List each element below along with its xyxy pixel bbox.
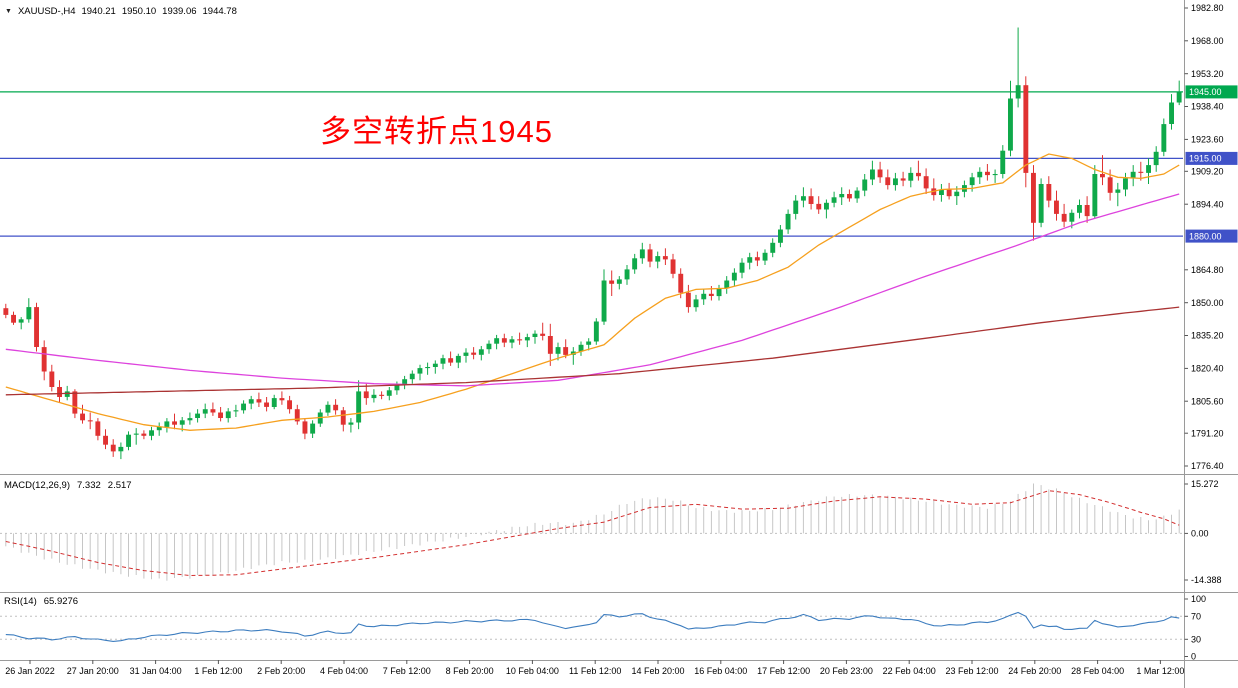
rsi-pane (0, 611, 1183, 642)
svg-text:1953.20: 1953.20 (1191, 69, 1224, 79)
svg-text:1776.40: 1776.40 (1191, 461, 1224, 471)
main-price-pane (0, 27, 1183, 460)
svg-text:30: 30 (1191, 635, 1201, 645)
svg-text:8 Feb 20:00: 8 Feb 20:00 (446, 666, 494, 676)
svg-text:27 Jan 20:00: 27 Jan 20:00 (67, 666, 119, 676)
svg-text:1968.00: 1968.00 (1191, 36, 1224, 46)
ma-fast-line (5, 153, 1180, 431)
annotation-text: 多空转折点1945 (320, 114, 553, 149)
macd-name-label: MACD(12,26,9) (4, 480, 70, 491)
svg-text:17 Feb 12:00: 17 Feb 12:00 (757, 666, 810, 676)
svg-text:1850.00: 1850.00 (1191, 298, 1224, 308)
svg-text:1864.80: 1864.80 (1191, 265, 1224, 275)
svg-text:1945.00: 1945.00 (1189, 87, 1222, 97)
svg-text:16 Feb 04:00: 16 Feb 04:00 (694, 666, 747, 676)
rsi-value: 65.9276 (43, 596, 79, 607)
svg-text:22 Feb 04:00: 22 Feb 04:00 (883, 666, 936, 676)
svg-text:1915.00: 1915.00 (1189, 154, 1222, 164)
svg-text:0: 0 (1191, 652, 1196, 662)
svg-text:1982.80: 1982.80 (1191, 3, 1224, 13)
macd-readout: MACD(12,26,9) 7.332 2.517 (4, 480, 132, 491)
rsi-line (5, 611, 1180, 642)
svg-text:26 Jan 2022: 26 Jan 2022 (5, 666, 55, 676)
svg-text:0.00: 0.00 (1191, 529, 1209, 539)
svg-text:1 Mar 12:00: 1 Mar 12:00 (1136, 666, 1184, 676)
svg-text:2 Feb 20:00: 2 Feb 20:00 (257, 666, 305, 676)
svg-text:1880.00: 1880.00 (1189, 231, 1222, 241)
symbol-period-label: XAUUSD-,H4 (17, 6, 76, 17)
macd-signal-line (5, 490, 1180, 577)
svg-text:11 Feb 12:00: 11 Feb 12:00 (569, 666, 621, 676)
macd-pane (0, 483, 1183, 581)
svg-text:23 Feb 12:00: 23 Feb 12:00 (945, 666, 998, 676)
svg-text:20 Feb 23:00: 20 Feb 23:00 (820, 666, 873, 676)
svg-text:15.272: 15.272 (1191, 479, 1219, 489)
svg-text:4 Feb 04:00: 4 Feb 04:00 (320, 666, 368, 676)
svg-text:1820.40: 1820.40 (1191, 364, 1224, 374)
svg-text:7 Feb 12:00: 7 Feb 12:00 (383, 666, 431, 676)
rsi-name-label: RSI(14) (4, 596, 37, 607)
candles-layer (3, 27, 1182, 460)
price-tag-1915.00: 1915.00 (1185, 151, 1238, 165)
price-tag-1945.00: 1945.00 (1185, 85, 1238, 99)
svg-text:-14.388: -14.388 (1191, 575, 1222, 585)
svg-text:1805.60: 1805.60 (1191, 396, 1224, 406)
svg-text:1938.40: 1938.40 (1191, 102, 1224, 112)
svg-text:1909.20: 1909.20 (1191, 167, 1224, 177)
bar-open-value: 1940.21 (81, 6, 116, 17)
svg-text:24 Feb 20:00: 24 Feb 20:00 (1008, 666, 1061, 676)
symbol-list-toggle-icon[interactable]: ▼ (5, 7, 12, 15)
price-tag-1880.00: 1880.00 (1185, 229, 1238, 243)
svg-text:100: 100 (1191, 594, 1206, 604)
time-axis[interactable]: 26 Jan 2022 27 Jan 20:00 31 Jan 04:00 1 Feb… (5, 660, 1184, 676)
price-axis[interactable]: 1982.80 1968.00 1953.20 1938.40 1923.60 1909.… (1184, 3, 1238, 662)
svg-text:31 Jan 04:00: 31 Jan 04:00 (130, 666, 182, 676)
svg-text:1791.20: 1791.20 (1191, 428, 1224, 438)
svg-text:1923.60: 1923.60 (1191, 135, 1224, 145)
rsi-readout: RSI(14) 65.9276 (4, 596, 78, 607)
svg-text:28 Feb 04:00: 28 Feb 04:00 (1071, 666, 1124, 676)
svg-text:1894.40: 1894.40 (1191, 199, 1224, 209)
macd-main-value: 7.332 (77, 480, 101, 491)
ma-slow-line (5, 306, 1180, 396)
ma-mid-line (5, 193, 1180, 387)
svg-text:14 Feb 20:00: 14 Feb 20:00 (631, 666, 684, 676)
symbol-ohlc-readout: ▼ XAUUSD-,H4 1940.21 1950.10 1939.06 194… (5, 6, 237, 17)
svg-text:10 Feb 04:00: 10 Feb 04:00 (506, 666, 559, 676)
svg-text:70: 70 (1191, 612, 1201, 622)
bar-close-value: 1944.78 (202, 6, 237, 17)
macd-signal-value: 2.517 (107, 480, 132, 491)
bar-high-value: 1950.10 (121, 6, 157, 17)
bar-low-value: 1939.06 (162, 6, 197, 17)
svg-text:1835.20: 1835.20 (1191, 331, 1224, 341)
svg-text:1 Feb 12:00: 1 Feb 12:00 (194, 666, 242, 676)
